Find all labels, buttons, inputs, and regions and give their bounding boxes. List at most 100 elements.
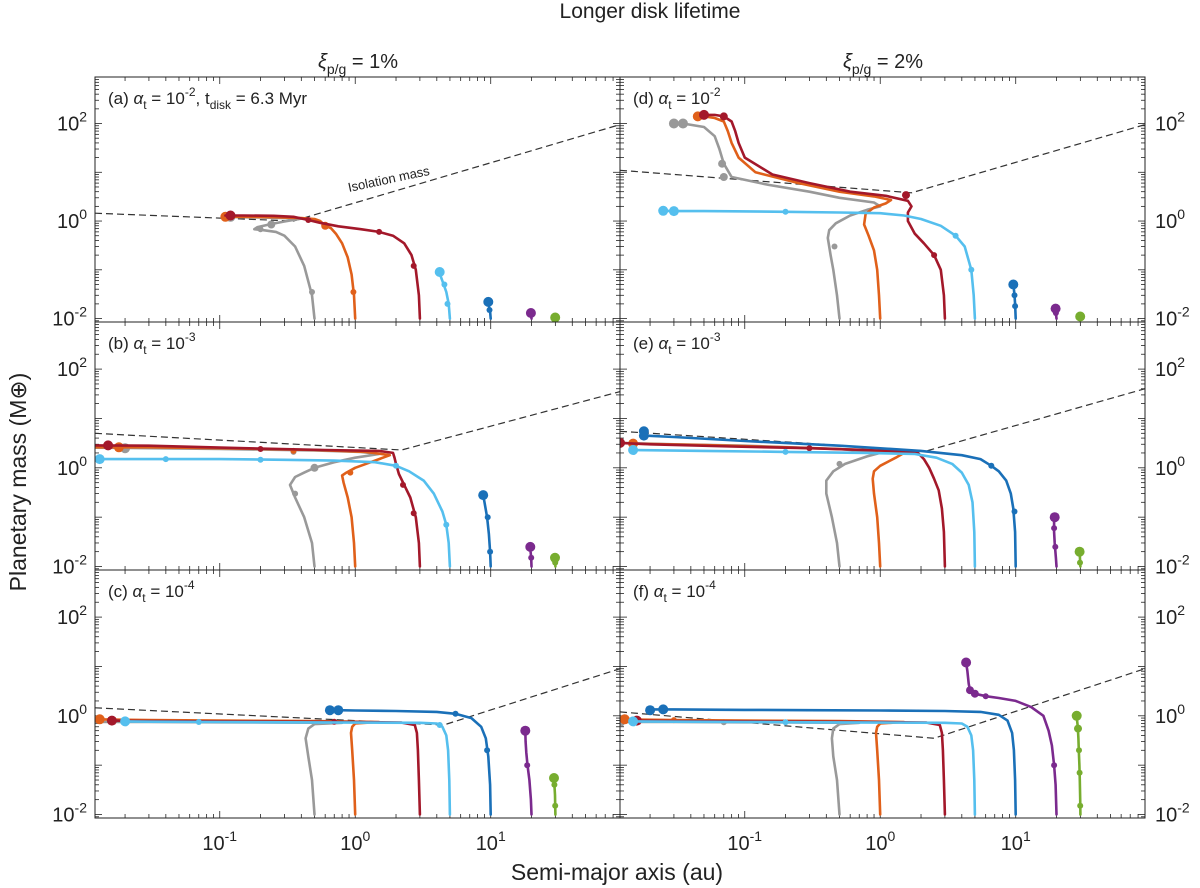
panel-c-point-green (552, 802, 559, 809)
panel-c-isolation-mass-line (95, 668, 620, 726)
panel-c-point-orange (95, 714, 105, 725)
column-header-2-symbol: ξ (843, 51, 853, 73)
panel-f-point-sky (628, 716, 639, 727)
panel-d-point-crimson (719, 112, 728, 121)
panel-a: (a) αt = 10-2, tdisk = 6.3 Myr Isolation … (52, 76, 621, 331)
panel-a-point-crimson (376, 228, 383, 235)
panel-d-track-blue (1011, 283, 1018, 320)
panel-b-point-blue (478, 490, 489, 501)
panel-e-label: (e) αt = 10-3 (633, 330, 721, 357)
panel-d-point-grey (678, 118, 688, 129)
panel-f: (f) αt = 10-4 10-1 100 101 10-2 100 102 (619, 569, 1190, 855)
panel-d-point-crimson (931, 252, 938, 259)
y-tick-label: 102 (1155, 354, 1185, 381)
panel-e-point-sky (628, 445, 639, 455)
y-tick-label: 10-2 (1155, 800, 1190, 827)
panel-c-point-green (549, 773, 559, 783)
panel-d-point-grey (718, 159, 727, 168)
panel-e-point-green (1074, 546, 1085, 557)
panel-f-point-blue (658, 704, 669, 715)
panel-d-track-grey (672, 122, 882, 320)
panel-f-point-blue (645, 705, 656, 716)
panel-a-point-grey (309, 289, 315, 295)
panel-b-point-blue (487, 548, 494, 555)
panel-b-point-sky (443, 521, 450, 528)
panel-e-track-blue (642, 434, 1018, 568)
x-tick-label: 100 (340, 828, 370, 855)
panel-a-point-sky (441, 281, 448, 288)
panel-e-point-purple (1051, 525, 1058, 532)
panel-b-point-sky (393, 462, 399, 469)
panel-e: (e) αt = 10-3 10-2 100 102 (619, 321, 1190, 579)
panel-d-point-blue (1011, 292, 1018, 299)
panel-e-point-grey (836, 460, 843, 467)
panel-e-track-purple (1052, 515, 1058, 568)
panel-e-point-purple (1052, 543, 1059, 550)
figure-title: Longer disk lifetime (560, 0, 741, 23)
panels-group: (a) αt = 10-2, tdisk = 6.3 Myr Isolation … (52, 76, 1190, 855)
panel-d-point-grey (719, 173, 728, 181)
panel-a-point-grey (257, 226, 264, 233)
panel-b-ticks (95, 321, 621, 570)
x-tick-label: 10-1 (202, 828, 237, 855)
y-tick-label: 100 (1155, 701, 1185, 728)
y-tick-label: 102 (1155, 602, 1185, 629)
panel-a-point-green (550, 312, 561, 322)
panel-c-point-sky (436, 722, 443, 728)
panel-d-point-sky (668, 206, 679, 217)
panel-f-frame (619, 569, 1146, 819)
column-header-1-sub: p/g (327, 61, 346, 77)
panel-a-track-grey (224, 215, 316, 320)
panel-a-point-sky (444, 300, 451, 307)
panel-e-point-sky (782, 448, 789, 455)
isolation-mass-label: Isolation mass (347, 163, 432, 195)
panel-d: (d) αt = 10-2 10-2 100 102 (619, 76, 1190, 331)
panel-c-point-blue (484, 747, 491, 754)
y-tick-label: 10-2 (1155, 304, 1190, 331)
panel-d-point-green (1075, 311, 1086, 322)
panel-d-track-sky (661, 209, 977, 320)
panel-f-point-purple (966, 686, 974, 695)
panel-b-track-grey (95, 446, 381, 568)
panel-f-point-green (1071, 710, 1082, 721)
panel-b-isolation-mass-line (95, 391, 620, 451)
panel-d-point-purple (1050, 303, 1061, 314)
panel-a-point-blue (486, 307, 493, 313)
panel-f-point-purple (982, 693, 989, 700)
panel-d-point-blue (1008, 279, 1019, 290)
panel-c-point-green (551, 781, 558, 788)
panel-d-point-grey (831, 243, 838, 250)
y-axis-label: Planetary mass (M⊕) (5, 373, 31, 592)
panel-c-track-sky (123, 720, 452, 816)
panel-e-track-orange (631, 442, 906, 568)
panel-f-point-green (1074, 724, 1082, 733)
panel-f-point-purple (961, 657, 972, 668)
column-header-1-symbol: ξ (318, 51, 328, 73)
panel-a-isolation-mass-line (95, 124, 620, 222)
panel-a-point-crimson (305, 217, 312, 223)
panel-a-label: (a) αt = 10-2, tdisk = 6.3 Myr (108, 85, 307, 112)
y-tick-label: 100 (1155, 206, 1185, 233)
panel-b: (b) αt = 10-3 10-2 100 102 (52, 321, 621, 579)
panel-a-point-blue (483, 296, 494, 307)
panel-e-track-sky (631, 448, 977, 568)
panel-f-point-green (1077, 802, 1084, 809)
panel-f-point-green (1076, 747, 1082, 754)
y-tick-label: 10-2 (52, 552, 87, 579)
panel-f-point-sky (782, 719, 789, 726)
panel-e-point-purple (1049, 512, 1060, 523)
panel-a-frame (94, 76, 621, 323)
y-tick-label: 102 (1155, 109, 1185, 136)
panel-d-track-crimson (702, 113, 947, 320)
panel-c-track-orange (95, 717, 381, 816)
panel-c-track-crimson (110, 719, 422, 816)
panel-b-point-sky (257, 456, 264, 463)
panel-d-point-sky (968, 266, 975, 273)
column-header-2-sub: p/g (852, 61, 871, 77)
panel-c-label: (c) αt = 10-4 (108, 578, 195, 605)
panel-e-point-blue (988, 462, 995, 469)
panel-a-track-crimson (224, 214, 422, 320)
panel-f-point-orange (620, 714, 630, 725)
panel-f-track-sky (631, 720, 977, 816)
